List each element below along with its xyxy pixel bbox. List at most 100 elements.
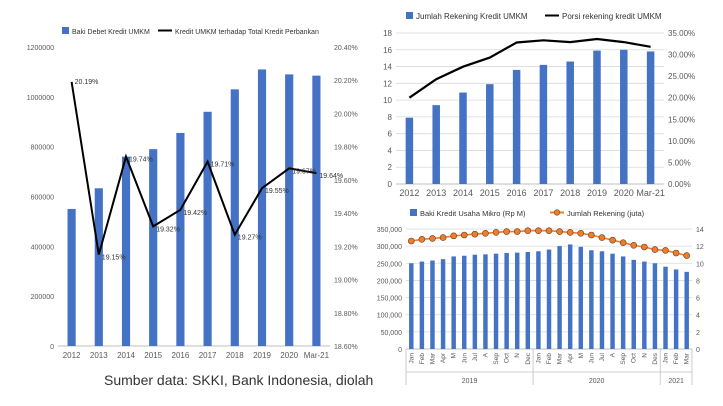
bar	[121, 156, 131, 346]
line-point	[524, 227, 532, 235]
bar	[546, 249, 552, 349]
y-right-tick-label: 8	[696, 278, 700, 285]
y-left-tick-label: 0	[50, 344, 54, 351]
y-left-tick-label: 0	[388, 180, 393, 189]
x-tick-label: Oct	[631, 353, 638, 363]
y-left-tick-label: 14	[383, 63, 392, 72]
data-label: 19.55%	[265, 188, 289, 195]
y-right-tick-label: 20.00%	[334, 111, 358, 118]
x-tick-label: Apr	[567, 352, 574, 363]
y-right-tick-label: 20.40%	[334, 45, 358, 52]
y-left-tick-label: 10	[383, 96, 392, 105]
y-left-tick-label: 800000	[31, 145, 54, 152]
y-right-tick-label: 30.00%	[668, 51, 695, 60]
y-right-tick-label: 0.00%	[668, 180, 691, 189]
bar	[230, 89, 239, 346]
bar	[493, 253, 499, 349]
x-tick-label: 2013	[426, 188, 446, 198]
data-label: 19.15%	[102, 255, 126, 262]
bar	[462, 255, 467, 349]
line-point	[450, 232, 457, 240]
y-right-tick-label: 19.00%	[334, 278, 358, 285]
bar	[285, 74, 294, 347]
bar	[578, 246, 584, 349]
y-right-tick-label: 14	[696, 227, 704, 234]
y-right-tick-label: 19.20%	[334, 244, 358, 251]
chart-rekening-kredit-umkm: Jumlah Rekening Kredit UMKM Porsi rekenin…	[370, 0, 723, 200]
year-group-label: 2019	[462, 378, 478, 385]
x-tick-label: 2012	[63, 351, 81, 360]
y-left-tick-label: 0	[398, 347, 402, 354]
bar	[409, 263, 414, 349]
bar	[440, 259, 446, 349]
x-tick-label: N	[641, 353, 648, 358]
source-caption: Sumber data: SKKI, Bank Indonesia, diola…	[104, 372, 374, 388]
x-tick-label: Dec	[525, 352, 532, 364]
chart-rekening-kredit-umkm-svg: Jumlah Rekening Kredit UMKM Porsi rekenin…	[383, 12, 695, 198]
bar	[203, 111, 212, 347]
bar	[514, 252, 520, 349]
x-tick-label: 2014	[117, 351, 135, 360]
line-point	[566, 229, 574, 236]
x-tick-label: 2018	[560, 188, 580, 198]
x-tick-label: Jan	[408, 353, 415, 364]
y-right-tick-label: 12	[696, 244, 704, 251]
legend-label-bars: Baki Debet Kredit UMKM	[72, 29, 150, 36]
y-left-tick-label: 2	[388, 163, 393, 172]
x-tick-label: Jun	[461, 353, 468, 364]
x-tick-label: Jan	[535, 353, 542, 364]
legend-label-bars: Baki Kredit Usaha Mikro (Rp M)	[420, 209, 526, 218]
x-tick-label: Jan	[663, 353, 670, 364]
line-point	[672, 249, 680, 257]
x-tick-label: Mar	[684, 352, 691, 364]
chart-kredit-umkm-svg: Baki Debet Kredit UMKM Kredit UMKM terhad…	[27, 27, 358, 360]
x-tick-label: 2012	[399, 188, 419, 198]
y-right-tick-label: 0	[696, 347, 700, 354]
y-right-tick-label: 10.00%	[668, 137, 695, 146]
y-left-tick-label: 8	[388, 113, 393, 122]
bar	[652, 263, 658, 349]
chart-kredit-umkm: Baki Debet Kredit UMKM Kredit UMKM terhad…	[0, 0, 365, 370]
x-tick-label: 2013	[90, 351, 108, 360]
bar	[646, 51, 655, 185]
y-left-tick-label: 4	[388, 146, 393, 155]
y-right-tick-label: 2	[696, 330, 700, 337]
y-left-tick-label: 150,000	[377, 296, 402, 303]
bar	[483, 254, 488, 349]
data-label: 19.42%	[183, 210, 207, 217]
bar	[642, 261, 647, 349]
x-tick-label: Jul	[472, 352, 479, 361]
bar	[610, 253, 615, 349]
y-right-tick-label: 18.80%	[334, 311, 358, 318]
line-point	[598, 234, 606, 241]
y-left-tick-label: 1000000	[27, 95, 54, 102]
y-left-tick-label: 200000	[31, 294, 54, 301]
y-left-tick-label: 1200000	[27, 45, 54, 52]
line-point	[545, 227, 553, 235]
x-tick-label: Jul	[599, 352, 606, 361]
x-tick-label: Sep	[620, 353, 627, 365]
x-tick-label: Feb	[419, 353, 426, 365]
y-left-tick-label: 18	[383, 29, 392, 38]
y-left-tick-label: 100,000	[377, 313, 402, 320]
chart-kredit-usaha-mikro: Baki Kredit Usaha Mikro (Rp M) Jumlah Rek…	[370, 200, 723, 390]
y-right-tick-label: 4	[696, 313, 700, 320]
y-right-tick-label: 19.40%	[334, 211, 358, 218]
x-tick-label: 2015	[144, 351, 162, 360]
data-label: 19.74%	[129, 157, 153, 164]
x-tick-label: 2019	[253, 351, 271, 360]
x-tick-label: Mar-21	[636, 188, 665, 198]
year-group-label: 2021	[668, 378, 684, 385]
line-point	[577, 229, 585, 237]
y-right-tick-label: 18.60%	[334, 344, 358, 351]
bar	[539, 64, 548, 184]
data-label: 20.19%	[75, 79, 99, 86]
data-label: 19.27%	[238, 235, 262, 242]
bar	[451, 256, 456, 349]
line-point	[535, 227, 542, 235]
line-point	[492, 229, 500, 236]
bar	[149, 149, 158, 346]
bar	[432, 105, 440, 184]
x-tick-label: 2016	[507, 188, 527, 198]
x-tick-label: 2020	[614, 188, 634, 198]
